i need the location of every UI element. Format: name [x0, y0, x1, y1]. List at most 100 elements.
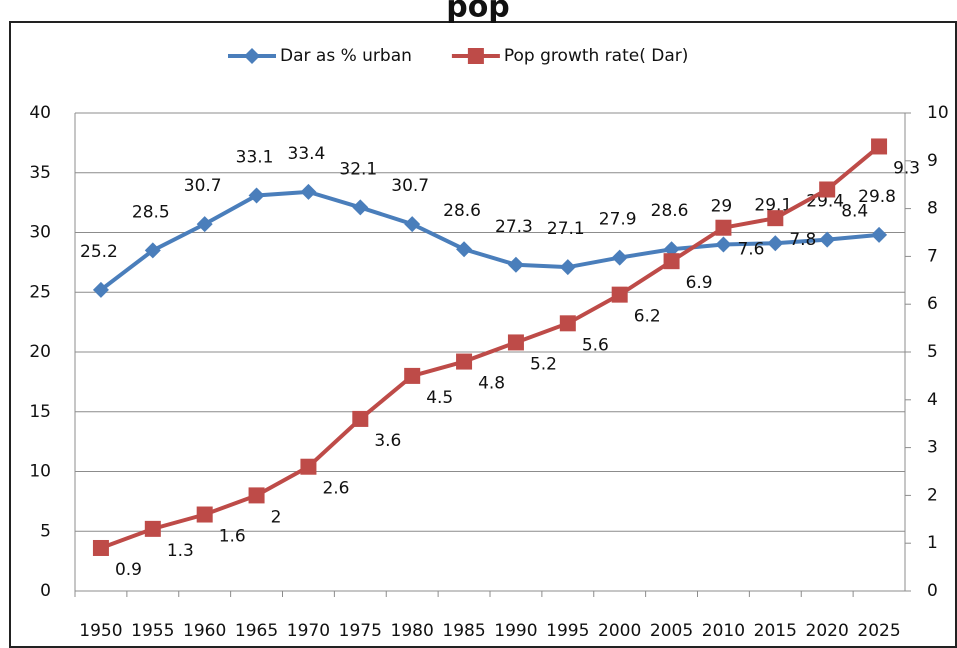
- data-point: [559, 315, 576, 332]
- x-tick-label: 1970: [287, 621, 330, 641]
- y-tick-label: 15: [29, 402, 51, 422]
- x-tick-label: 2010: [702, 621, 745, 641]
- data-point: [92, 539, 109, 556]
- data-point: [352, 410, 369, 427]
- data-point: [92, 281, 109, 298]
- chart-frame: [9, 21, 957, 648]
- data-label: 32.1: [339, 159, 377, 179]
- data-label: 6.9: [686, 273, 713, 293]
- y-tick-label: 25: [29, 282, 51, 302]
- y2-tick-label: 7: [927, 246, 938, 266]
- data-point: [663, 253, 680, 270]
- data-point: [404, 367, 421, 384]
- data-point: [196, 506, 213, 523]
- data-label: 33.1: [236, 147, 274, 167]
- data-point: [404, 216, 421, 233]
- data-point: [559, 259, 576, 276]
- legend-label: Dar as % urban: [280, 46, 412, 66]
- y2-tick-label: 6: [927, 294, 938, 314]
- data-label: 6.2: [634, 307, 661, 327]
- data-label: 29.8: [858, 187, 896, 207]
- data-label: 25.2: [80, 242, 118, 262]
- x-tick-label: 2025: [857, 621, 900, 641]
- y-tick-label: 35: [29, 163, 51, 183]
- data-point: [248, 187, 265, 204]
- data-label: 2: [271, 507, 282, 527]
- data-point: [663, 241, 680, 258]
- data-label: 28.5: [132, 202, 170, 222]
- data-point: [352, 199, 369, 216]
- series-line: [99, 189, 880, 292]
- legend-label: Pop growth rate( Dar): [504, 46, 689, 66]
- data-label: 27.9: [599, 210, 637, 230]
- data-label: 29: [711, 196, 733, 216]
- chart-title: pop: [446, 0, 510, 25]
- x-tick-label: 1950: [79, 621, 122, 641]
- y-tick-label: 10: [29, 462, 51, 482]
- data-point: [715, 236, 732, 253]
- y-tick-label: 40: [29, 103, 51, 123]
- data-label: 8.4: [841, 201, 868, 221]
- series-line: [100, 144, 881, 550]
- data-label: 7.8: [789, 230, 816, 250]
- data-point: [611, 286, 628, 303]
- y2-tick-label: 10: [927, 103, 949, 123]
- data-label: 5.6: [582, 335, 609, 355]
- data-label: 0.9: [115, 560, 142, 580]
- data-point: [871, 138, 888, 155]
- data-point: [196, 216, 213, 233]
- data-label: 3.6: [374, 431, 401, 451]
- data-label: 1.6: [219, 527, 246, 547]
- y2-tick-label: 8: [927, 199, 938, 219]
- x-tick-label: 1995: [546, 621, 589, 641]
- y2-tick-label: 3: [927, 438, 938, 458]
- x-tick-label: 1960: [183, 621, 226, 641]
- y2-tick-label: 4: [927, 390, 938, 410]
- x-tick-label: 2020: [806, 621, 849, 641]
- x-tick-label: 1975: [339, 621, 382, 641]
- data-point: [871, 226, 888, 243]
- data-label: 30.7: [184, 176, 222, 196]
- y2-tick-label: 0: [927, 581, 938, 601]
- data-point: [144, 242, 161, 259]
- data-label: 30.7: [391, 176, 429, 196]
- legend-marker: [244, 48, 260, 64]
- x-tick-label: 1955: [131, 621, 174, 641]
- data-label: 28.6: [651, 201, 689, 221]
- data-label: 28.6: [443, 201, 481, 221]
- data-point: [300, 458, 317, 475]
- data-point: [507, 256, 524, 273]
- data-point: [144, 520, 161, 537]
- y2-tick-label: 5: [927, 342, 938, 362]
- data-point: [300, 183, 317, 200]
- data-point: [507, 334, 524, 351]
- data-point: [819, 181, 836, 198]
- data-label: 4.5: [426, 388, 453, 408]
- data-point: [715, 219, 732, 236]
- data-point: [248, 487, 265, 504]
- y-tick-label: 5: [40, 521, 51, 541]
- y2-tick-label: 1: [927, 533, 938, 553]
- y2-tick-label: 9: [927, 151, 938, 171]
- y-tick-label: 30: [29, 223, 51, 243]
- data-label: 7.6: [737, 240, 764, 260]
- y-tick-label: 0: [40, 581, 51, 601]
- data-point: [456, 353, 473, 370]
- data-label: 9.3: [893, 158, 920, 178]
- y-tick-label: 20: [29, 342, 51, 362]
- x-tick-label: 2000: [598, 621, 641, 641]
- x-tick-label: 1980: [391, 621, 434, 641]
- data-label: 1.3: [167, 541, 194, 561]
- data-label: 4.8: [478, 374, 505, 394]
- data-point: [819, 231, 836, 248]
- data-label: 27.1: [547, 219, 585, 239]
- x-tick-label: 2005: [650, 621, 693, 641]
- data-label: 2.6: [322, 479, 349, 499]
- data-label: 27.3: [495, 217, 533, 237]
- data-point: [456, 241, 473, 258]
- x-tick-label: 1990: [494, 621, 537, 641]
- data-point: [767, 235, 784, 252]
- data-label: 33.4: [288, 144, 326, 164]
